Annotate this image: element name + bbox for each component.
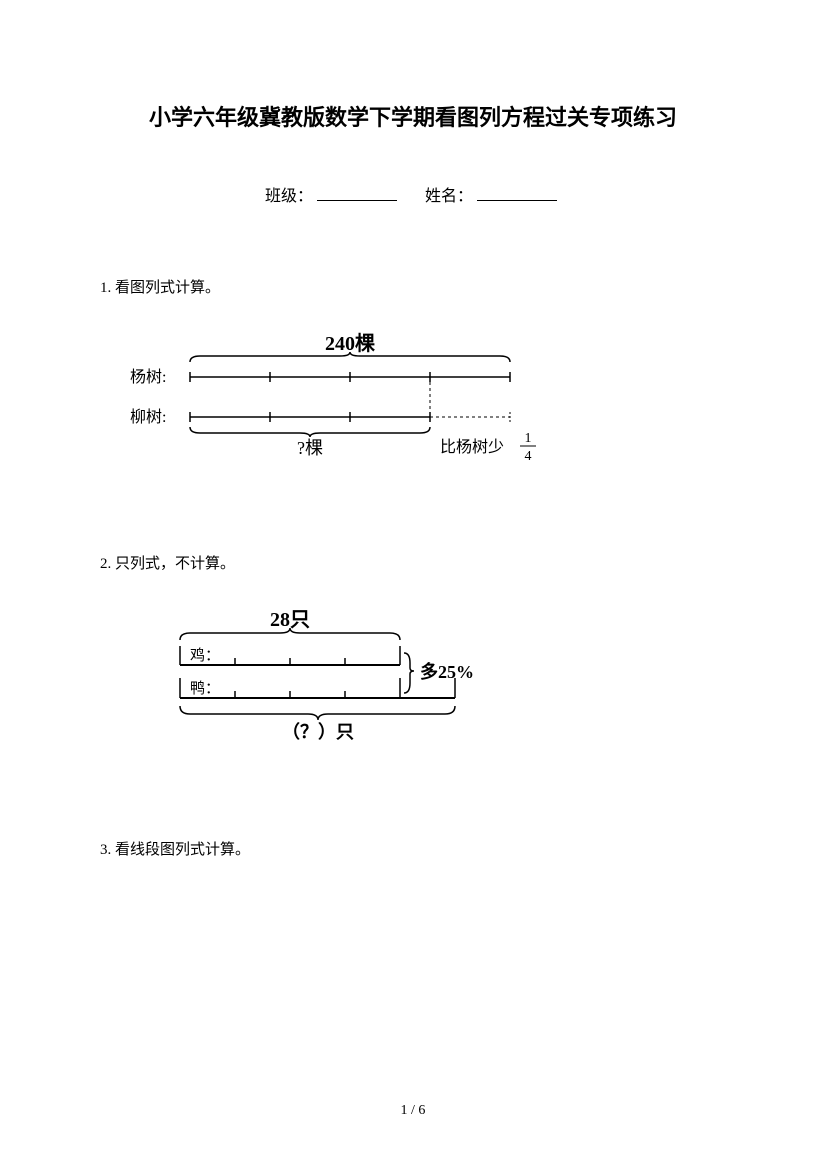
- q1-text: 看图列式计算。: [115, 280, 220, 296]
- name-blank: [477, 200, 557, 201]
- q2-number: 2.: [100, 556, 111, 572]
- q2-top-brace: [180, 628, 400, 640]
- q2-bottom-brace: [180, 706, 455, 720]
- page-number: 1 / 6: [401, 1103, 426, 1118]
- q2-row1-label: 鸡：: [190, 647, 220, 664]
- class-blank: [317, 200, 397, 201]
- question-3: 3. 看线段图列式计算。: [100, 838, 726, 859]
- q2-right-brace: [404, 653, 414, 693]
- class-label: 班级：: [265, 188, 313, 205]
- question-1: 1. 看图列式计算。: [100, 276, 726, 297]
- q1-top-brace: [190, 352, 510, 362]
- q1-number: 1.: [100, 280, 111, 296]
- q2-bottom-question: （？）只: [282, 722, 354, 742]
- q1-bottom-question: ?棵: [297, 438, 323, 458]
- q3-text: 看线段图列式计算。: [115, 842, 250, 858]
- page-footer: 1 / 6: [0, 1103, 826, 1119]
- q1-row2-label: 柳树:: [130, 408, 166, 426]
- q1-row1-label: 杨树:: [130, 368, 166, 386]
- q1-diagram: 240棵 杨树: 柳树: ?棵 比杨树少 1 4: [120, 332, 726, 472]
- q2-diagram: 28只 鸡： 多25% 鸭： （？）只: [120, 608, 726, 758]
- question-2: 2. 只列式，不计算。: [100, 552, 726, 573]
- q1-right-text: 比杨树少: [440, 438, 504, 456]
- q2-right-text: 多25%: [420, 661, 474, 682]
- page-title: 小学六年级冀教版数学下学期看图列方程过关专项练习: [100, 100, 726, 132]
- q2-top-value: 28只: [270, 609, 310, 631]
- q2-text: 只列式，不计算。: [115, 556, 235, 572]
- q1-frac-top: 1: [525, 431, 532, 446]
- q1-frac-bot: 4: [525, 449, 532, 464]
- form-line: 班级： 姓名：: [100, 182, 726, 206]
- q1-bottom-brace: [190, 427, 430, 437]
- name-label: 姓名：: [425, 188, 473, 205]
- q1-top-value: 240棵: [325, 332, 375, 355]
- q2-row2-label: 鸭：: [190, 680, 220, 697]
- q3-number: 3.: [100, 842, 111, 858]
